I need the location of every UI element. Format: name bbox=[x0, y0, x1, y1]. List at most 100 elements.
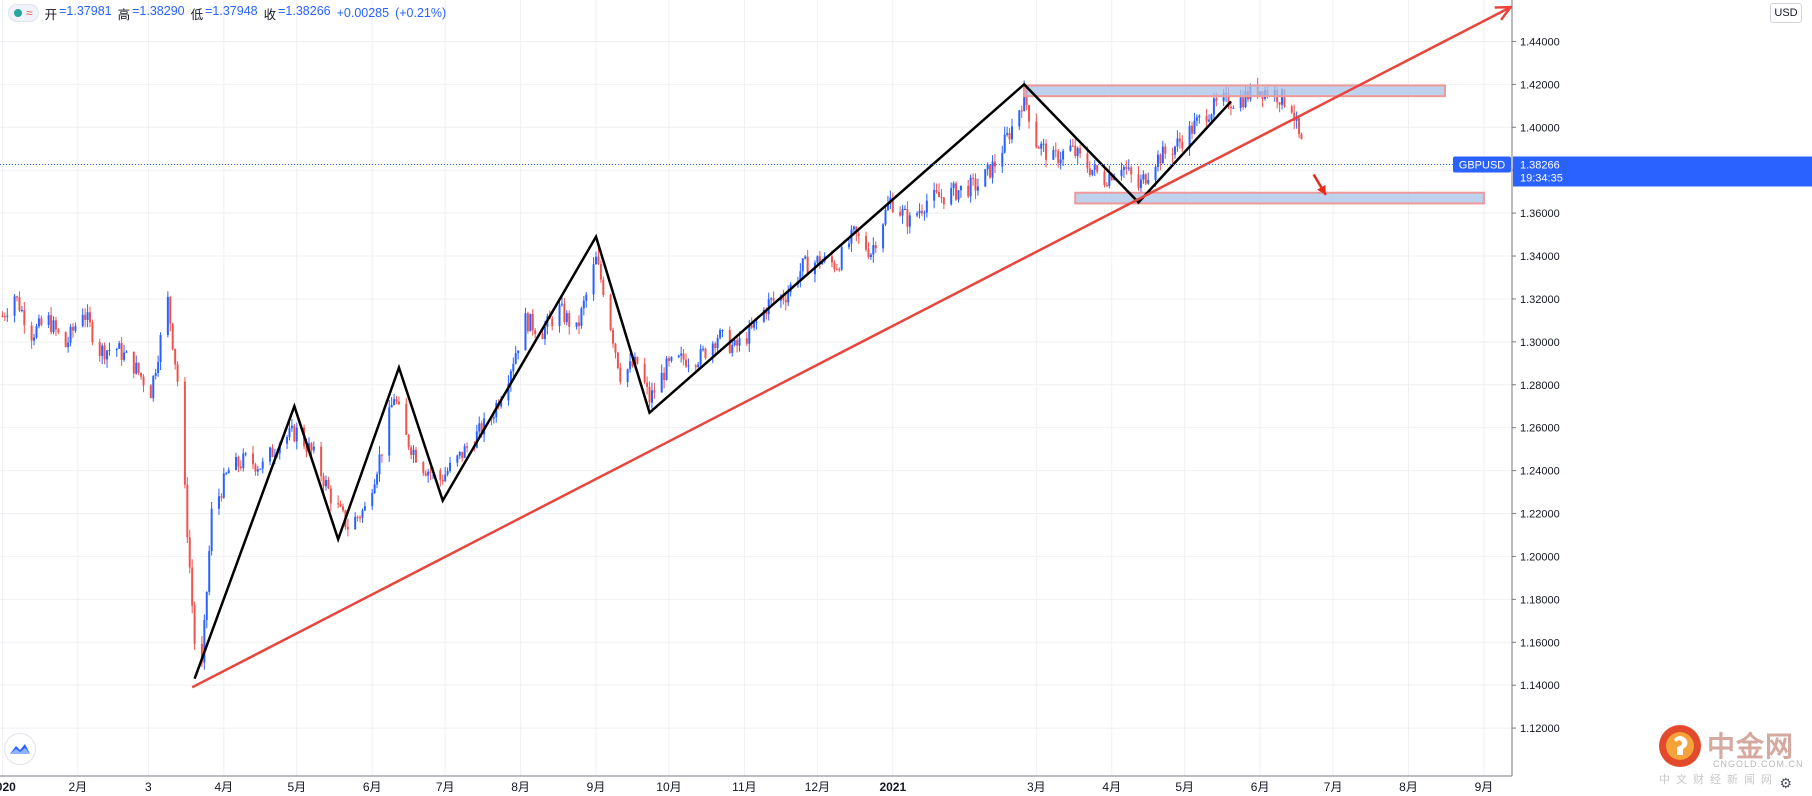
candle bbox=[293, 424, 296, 443]
candle-body bbox=[310, 443, 313, 451]
candle-body bbox=[560, 303, 563, 305]
candle-body bbox=[1074, 145, 1077, 156]
price-axis[interactable]: 1.440001.420001.400001.380001.360001.340… bbox=[1511, 0, 1812, 796]
candle-body bbox=[984, 169, 987, 187]
candle bbox=[159, 332, 162, 371]
candle-body bbox=[580, 308, 583, 326]
candle-body bbox=[736, 340, 739, 346]
candle-body bbox=[327, 480, 330, 489]
candle bbox=[1018, 109, 1021, 130]
candle-body bbox=[667, 358, 670, 361]
candle bbox=[47, 312, 50, 329]
candle bbox=[667, 355, 670, 367]
candle-body bbox=[16, 296, 19, 298]
support-trendline[interactable] bbox=[191, 6, 1512, 689]
candle bbox=[441, 474, 444, 485]
x-tick-label: 3月 bbox=[1027, 780, 1046, 794]
zigzag-pattern-line[interactable] bbox=[193, 82, 1232, 680]
candle-body bbox=[429, 471, 432, 473]
candle-body bbox=[81, 314, 84, 327]
candle bbox=[884, 205, 887, 226]
candle-body bbox=[269, 447, 272, 462]
candle-body bbox=[526, 313, 529, 332]
candle bbox=[925, 193, 928, 218]
candle-body bbox=[609, 294, 612, 330]
candle-body bbox=[118, 343, 121, 349]
symbol-label: GBPUSD bbox=[1459, 159, 1506, 171]
candle-body bbox=[54, 320, 57, 330]
candle bbox=[952, 181, 955, 196]
candle-body bbox=[47, 315, 50, 326]
candle-body bbox=[388, 407, 391, 456]
candle bbox=[183, 377, 186, 489]
candle bbox=[969, 174, 972, 203]
candle bbox=[1156, 150, 1159, 172]
candle-body bbox=[1006, 133, 1009, 135]
candle bbox=[205, 591, 208, 629]
candle-body bbox=[991, 161, 994, 178]
candle bbox=[103, 342, 106, 365]
candle-body bbox=[874, 245, 877, 249]
candle bbox=[682, 348, 685, 366]
currency-badge[interactable]: USD bbox=[1770, 3, 1802, 23]
candle-body bbox=[1008, 133, 1011, 140]
candle bbox=[152, 375, 155, 402]
candle-body bbox=[220, 496, 223, 498]
candle-body bbox=[784, 299, 787, 303]
tradingview-logo-icon[interactable] bbox=[4, 733, 36, 765]
candle bbox=[643, 358, 646, 385]
candle bbox=[711, 341, 714, 364]
candle-body bbox=[252, 453, 254, 465]
candle-body bbox=[346, 527, 349, 530]
cngold-logo-icon bbox=[1659, 725, 1701, 767]
candle bbox=[69, 324, 72, 347]
symbol-status-pill[interactable]: ≈ bbox=[8, 4, 39, 22]
candle bbox=[663, 367, 666, 389]
candle-body bbox=[108, 350, 111, 352]
symbol-tag-bg bbox=[1453, 156, 1511, 173]
candle-body bbox=[354, 516, 357, 530]
candle-body bbox=[612, 329, 615, 344]
x-tick-label: 10月 bbox=[656, 780, 681, 794]
x-tick-label: 8月 bbox=[511, 780, 530, 794]
support-zone[interactable] bbox=[1074, 191, 1485, 205]
candle-body bbox=[290, 425, 293, 429]
candle bbox=[429, 467, 432, 481]
candle bbox=[818, 250, 821, 270]
candle-body bbox=[989, 164, 992, 178]
candle bbox=[957, 190, 960, 203]
candle bbox=[191, 559, 194, 614]
candle-body bbox=[1062, 150, 1065, 160]
resistance-zone[interactable] bbox=[1023, 84, 1447, 98]
candle-body bbox=[663, 372, 666, 381]
candle bbox=[1181, 135, 1184, 152]
candle bbox=[1300, 132, 1303, 140]
candle-body bbox=[833, 262, 836, 270]
open-label: 开 bbox=[44, 7, 58, 22]
candle-body bbox=[592, 264, 595, 295]
candle-body bbox=[242, 453, 245, 469]
candle bbox=[721, 329, 724, 338]
candle bbox=[787, 285, 790, 307]
candle bbox=[91, 319, 94, 346]
candle-body bbox=[395, 399, 398, 402]
candle bbox=[140, 372, 143, 380]
candle-body bbox=[1283, 89, 1286, 107]
candle bbox=[529, 313, 532, 332]
candle-body bbox=[1139, 179, 1142, 188]
time-axis[interactable]: 2020 2月 3 4月 5月 6月 7月 8月 9月 10月 11月 12月 2021 3月 4月 5月 6月… bbox=[0, 775, 1512, 796]
candle-body bbox=[1193, 120, 1196, 134]
candle-body bbox=[721, 329, 724, 331]
ohlc-legend: ≈ 开 =1.37981 高 =1.38290 低 =1.37948 收 =1.3826… bbox=[8, 4, 446, 22]
candle bbox=[395, 395, 398, 405]
candle-body bbox=[543, 326, 546, 339]
candle-body bbox=[901, 209, 904, 216]
candle-body bbox=[653, 390, 656, 393]
candle-body bbox=[882, 224, 885, 249]
candle bbox=[322, 472, 325, 494]
candle bbox=[67, 336, 70, 353]
gear-icon[interactable]: ⚙ bbox=[1779, 775, 1792, 791]
candle-body bbox=[132, 351, 135, 374]
candle-body bbox=[40, 318, 43, 326]
